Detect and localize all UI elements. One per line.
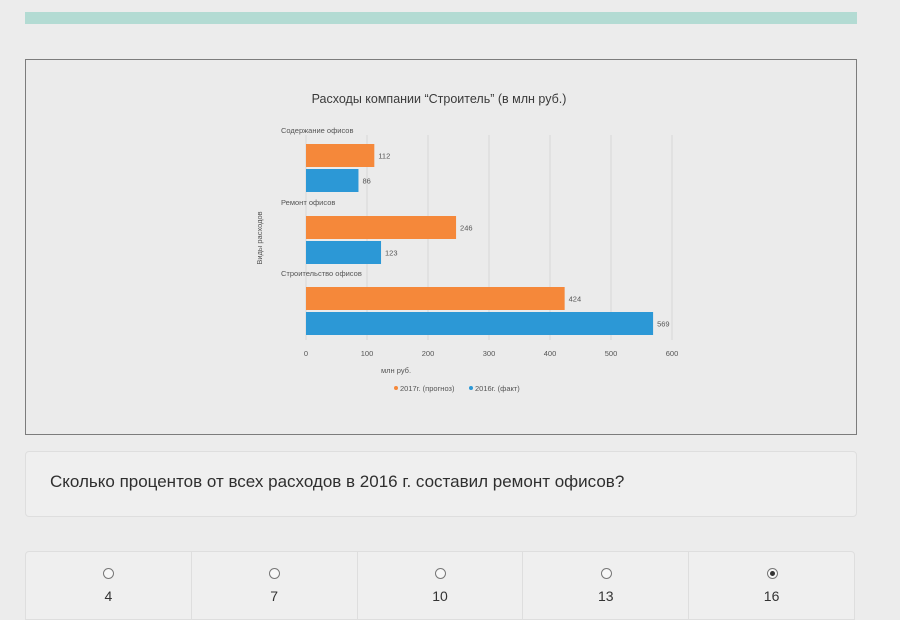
option-label: 7 xyxy=(270,588,279,604)
x-tick-label: 600 xyxy=(666,349,679,358)
data-label: 424 xyxy=(569,295,582,304)
data-label: 86 xyxy=(362,177,370,186)
chart-legend: 2017г. (прогноз) 2016г. (факт) xyxy=(394,384,520,393)
bar xyxy=(306,241,382,264)
bar xyxy=(306,169,359,192)
x-axis-label: млн руб. xyxy=(381,366,411,375)
legend-label: 2017г. (прогноз) xyxy=(400,384,455,393)
option-label: 10 xyxy=(432,588,448,604)
answer-option-1[interactable]: 4 xyxy=(26,552,192,619)
data-label: 569 xyxy=(657,320,670,329)
legend-marker xyxy=(394,386,398,390)
x-tick-label: 500 xyxy=(605,349,618,358)
x-tick-label: 100 xyxy=(361,349,374,358)
answer-option-4[interactable]: 13 xyxy=(523,552,690,619)
radio-button-icon[interactable] xyxy=(434,568,446,579)
option-label: 13 xyxy=(598,588,614,604)
answer-option-5[interactable]: 16 xyxy=(689,552,854,619)
x-tick-label: 0 xyxy=(304,349,308,358)
legend-label: 2016г. (факт) xyxy=(475,384,520,393)
category-label: Содержание офисов xyxy=(281,126,353,135)
progress-bar xyxy=(25,12,857,24)
data-label: 112 xyxy=(378,152,390,161)
bar xyxy=(306,287,565,310)
bar xyxy=(306,312,654,335)
bar xyxy=(306,144,375,167)
category-label: Строительство офисов xyxy=(281,269,362,278)
x-tick-label: 200 xyxy=(422,349,435,358)
question-card: Сколько процентов от всех расходов в 201… xyxy=(25,451,857,517)
answer-option-2[interactable]: 7 xyxy=(192,552,358,619)
chart-panel: Расходы компании “Строитель” (в млн руб.… xyxy=(25,59,857,435)
radio-button-icon[interactable] xyxy=(269,568,281,579)
answer-options: 4 7 10 13 16 xyxy=(25,551,855,620)
expenses-chart: Расходы компании “Строитель” (в млн руб.… xyxy=(255,92,679,393)
option-label: 4 xyxy=(104,588,113,604)
question-text: Сколько процентов от всех расходов в 201… xyxy=(50,472,625,491)
legend-marker xyxy=(469,386,473,390)
x-tick-label: 300 xyxy=(483,349,496,358)
progress-bar-fill xyxy=(25,12,857,24)
x-tick-label: 400 xyxy=(544,349,557,358)
option-label: 16 xyxy=(763,588,780,604)
answer-option-3[interactable]: 10 xyxy=(358,552,524,619)
chart-title: Расходы компании “Строитель” (в млн руб.… xyxy=(312,92,567,106)
radio-button-icon[interactable] xyxy=(103,568,115,579)
radio-button-icon[interactable] xyxy=(600,568,612,579)
data-label: 246 xyxy=(460,224,473,233)
y-axis-label: Виды расходов xyxy=(255,211,264,264)
category-label: Ремонт офисов xyxy=(281,198,335,207)
radio-button-icon[interactable] xyxy=(766,568,778,579)
bar xyxy=(306,216,457,239)
data-label: 123 xyxy=(385,249,398,258)
